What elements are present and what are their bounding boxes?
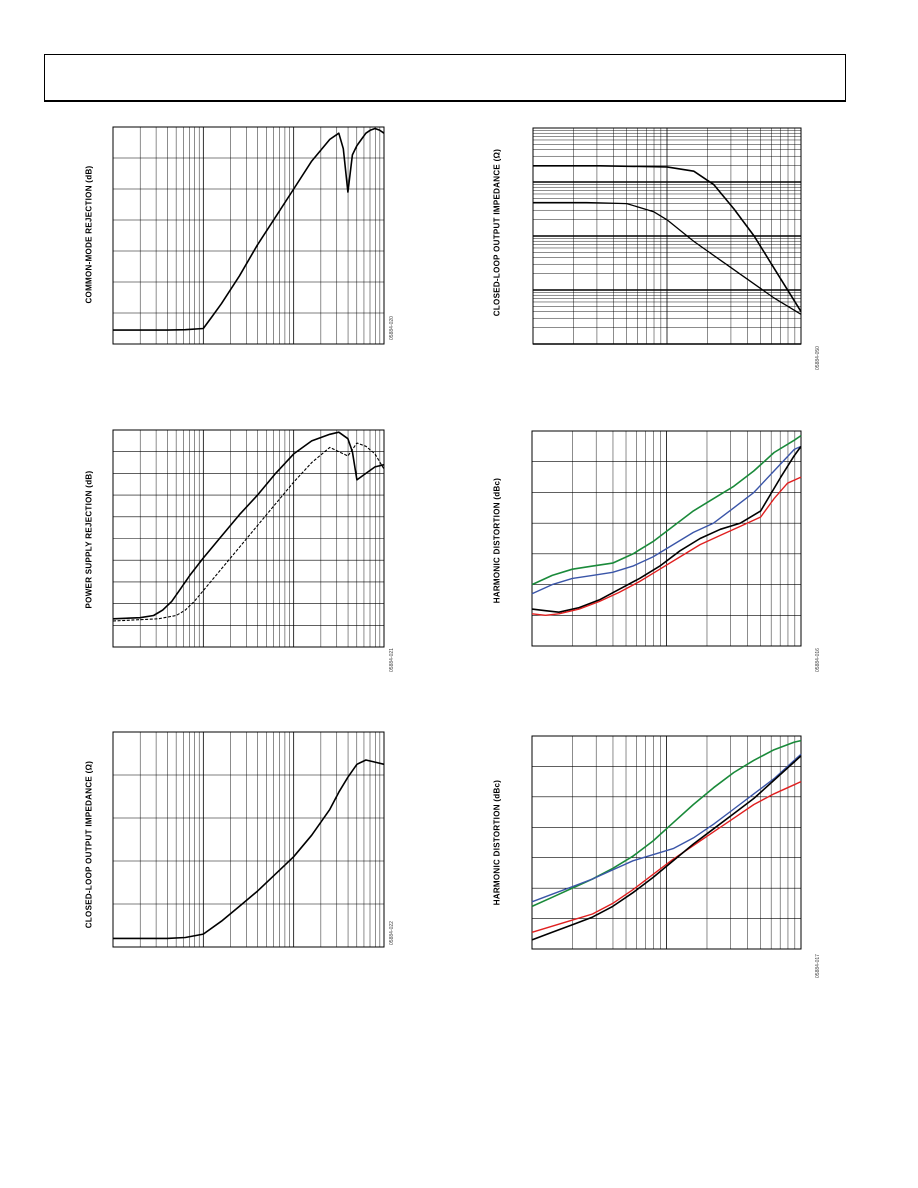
zout-left-plot: [112, 731, 385, 948]
hd-1-y-axis-label: HARMONIC DISTORTION (dBc): [492, 477, 502, 604]
hd-1-figure-code: 05884-016: [815, 648, 821, 672]
cmrr-plot: [112, 126, 385, 345]
psrr-y-axis-label: POWER SUPPLY REJECTION (dB): [84, 470, 94, 609]
series-0-line: [533, 164, 802, 313]
series-0-line: [531, 739, 802, 908]
page-header-frame: [44, 54, 846, 102]
psrr-plot: [112, 429, 385, 648]
series-0-line: [113, 127, 385, 331]
series-1-line: [531, 753, 802, 903]
series-3-line: [531, 476, 802, 617]
cmrr-y-axis-label: COMMON-MODE REJECTION (dB): [84, 165, 94, 304]
series-1-line: [533, 201, 802, 315]
plot-frame: [532, 127, 802, 345]
series-0-line: [112, 431, 385, 620]
plot-frame: [531, 430, 802, 647]
series-2-line: [531, 445, 802, 613]
zout-right-figure-code: 05884-050: [815, 346, 821, 370]
zout-right-y-axis-label: CLOSED-LOOP OUTPUT IMPEDANCE (Ω): [492, 148, 502, 317]
plot-frame: [531, 735, 802, 950]
series-2-line: [531, 780, 802, 933]
plot-frame: [112, 429, 385, 648]
series-3-line: [531, 755, 802, 941]
series-0-line: [113, 759, 385, 940]
series-1-line: [112, 442, 385, 622]
cmrr-figure-code: 05884-020: [389, 316, 395, 340]
zout-left-y-axis-label: CLOSED-LOOP OUTPUT IMPEDANCE (Ω): [84, 760, 94, 929]
hd-2-figure-code: 05884-017: [815, 954, 821, 978]
zout-left-figure-code: 05884-022: [389, 921, 395, 945]
plot-frame: [112, 731, 385, 948]
psrr-figure-code: 05884-021: [389, 648, 395, 672]
hd-2-plot: [531, 735, 802, 950]
hd-1-plot: [531, 430, 802, 647]
plot-frame: [112, 126, 385, 345]
series-1-line: [531, 445, 802, 595]
hd-2-y-axis-label: HARMONIC DISTORTION (dBc): [492, 779, 502, 906]
series-0-line: [531, 434, 802, 586]
zout-right-plot: [532, 127, 802, 345]
